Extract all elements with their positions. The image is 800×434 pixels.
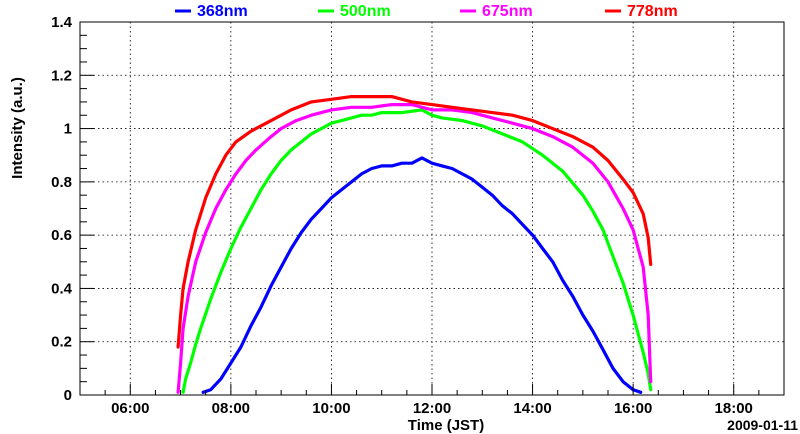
legend-label-778nm: 778nm	[627, 3, 678, 20]
y-tick-label: 1.2	[51, 67, 72, 84]
x-tick-label: 08:00	[212, 400, 250, 417]
x-tick-label: 10:00	[312, 400, 350, 417]
tick-labels: 06:00 08:00 10:00 12:00 14:00 16:00 18:00 0 0.2 0…	[51, 14, 753, 417]
y-tick-label: 0.6	[51, 227, 72, 244]
series-line-368nm	[201, 156, 643, 394]
grid	[80, 22, 784, 395]
x-tick-label: 06:00	[111, 400, 149, 417]
x-tick-label: 16:00	[614, 400, 652, 417]
axis-ticks	[79, 21, 785, 396]
series-lines	[176, 95, 653, 394]
x-tick-label: 12:00	[413, 400, 451, 417]
date-label: 2009-01-11	[727, 417, 798, 433]
legend-label-675nm: 675nm	[482, 3, 533, 20]
y-tick-label: 1	[64, 121, 72, 138]
y-tick-label: 0.2	[51, 334, 72, 351]
legend-label-500nm: 500nm	[340, 3, 391, 20]
y-tick-label: 0	[64, 387, 72, 404]
x-tick-label: 18:00	[715, 400, 753, 417]
series-line-778nm	[176, 95, 653, 349]
legend: 368nm 500nm 675nm 778nm	[175, 3, 678, 20]
y-tick-label: 0.4	[51, 280, 73, 297]
x-tick-label: 14:00	[513, 400, 551, 417]
x-axis-title: Time (JST)	[408, 417, 484, 434]
y-axis-title: Intensity (a.u.)	[9, 77, 26, 179]
series-line-500nm	[181, 108, 653, 394]
y-tick-label: 0.8	[51, 174, 72, 191]
legend-label-368nm: 368nm	[197, 3, 248, 20]
series-line-675nm	[176, 103, 653, 394]
plot-frame	[79, 21, 785, 396]
y-tick-label: 1.4	[51, 14, 73, 31]
